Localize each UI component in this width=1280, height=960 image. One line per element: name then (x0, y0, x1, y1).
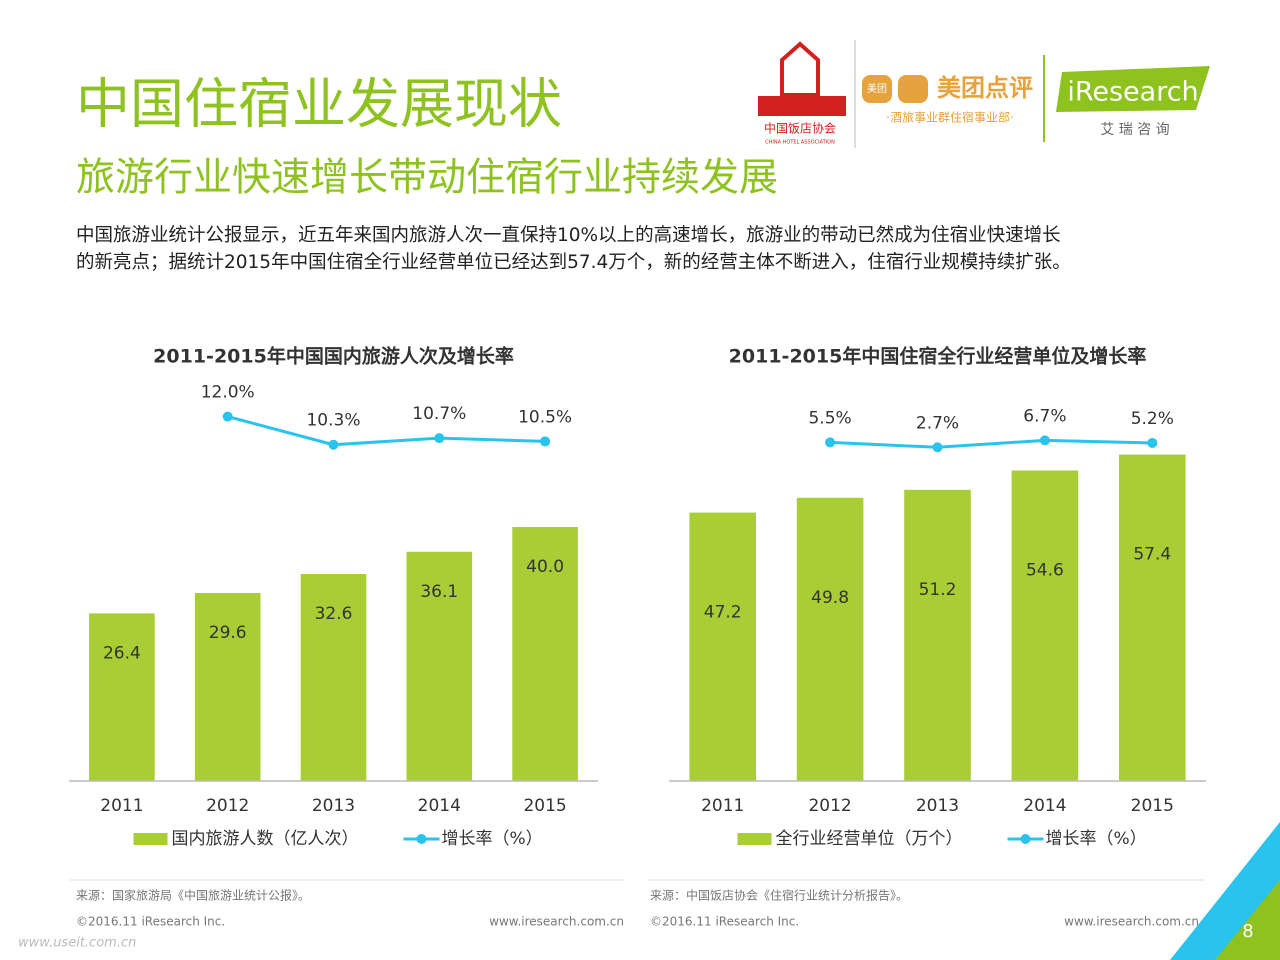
logo-icon (862, 75, 892, 103)
x-tick-label: 2011 (100, 796, 143, 816)
data-label: 6.7% (1023, 406, 1066, 426)
x-tick-label: 2012 (808, 796, 851, 816)
logo-text: CHINA HOTEL ASSOCIATION (765, 140, 835, 146)
logo-text: 艾 瑞 咨 询 (1100, 122, 1169, 138)
x-tick-label: 2015 (523, 796, 566, 816)
copyright: ©2016.11 iResearch Inc. (650, 915, 799, 929)
logo-text: 美团 (867, 82, 887, 95)
data-label: 29.6 (209, 623, 247, 643)
data-label: 54.6 (1026, 561, 1064, 581)
logo-text: ·酒旅事业群住宿事业部· (886, 110, 1014, 125)
title: 中国住宿业发展现状 (76, 73, 562, 136)
x-tick-label: 2011 (701, 796, 744, 816)
x-tick-label: 2014 (1023, 796, 1066, 816)
data-label: 10.7% (412, 404, 466, 424)
data-label: 10.5% (518, 407, 572, 427)
logo-text: 中国饭店协会 (764, 121, 836, 136)
data-label: 40.0 (526, 557, 564, 577)
bar (406, 551, 473, 781)
bar (300, 573, 367, 781)
bar (1119, 454, 1186, 781)
legend-label: 国内旅游人数（亿人次） (172, 829, 359, 849)
bar (512, 527, 578, 781)
source: 来源：国家旅游局《中国旅游业统计公报》。 (76, 888, 310, 903)
legend-label: 全行业经营单位（万个） (776, 829, 963, 849)
data-label: 57.4 (1133, 545, 1171, 565)
bar (689, 512, 756, 781)
charts: 2011-2015年中国国内旅游人次及增长率 26.4 29.6 32.6 36.1 40… (69, 345, 1206, 849)
legend-swatch (133, 833, 168, 845)
data-label: 5.2% (1131, 409, 1174, 429)
chart-title: 2011-2015年中国国内旅游人次及增长率 (153, 345, 514, 368)
x-tick-label: 2013 (312, 796, 355, 816)
bar (89, 613, 155, 781)
logo-bar (758, 96, 846, 116)
logo-building (780, 41, 820, 97)
data-label: 26.4 (103, 643, 141, 663)
data-label: 2.7% (916, 413, 959, 433)
line-point (825, 437, 836, 448)
legend-label: 增长率（%） (442, 829, 543, 849)
line-point (932, 442, 943, 453)
line-point (434, 433, 445, 444)
data-label: 47.2 (704, 603, 742, 623)
logo-shape (1056, 66, 1210, 112)
page-number: 8 (1242, 921, 1253, 942)
logo-text: 美团点评 (937, 74, 1033, 102)
paragraph-line: 中国旅游业统计公报显示，近五年来国内旅游人次一直保持10%以上的高速增长，旅游业… (76, 225, 1061, 246)
legend-swatch (416, 834, 427, 844)
line-point (540, 436, 551, 447)
line-point (1147, 437, 1158, 448)
data-label: 49.8 (811, 588, 849, 608)
legend-label: 增长率（%） (1046, 829, 1147, 849)
chart-title: 2011-2015年中国住宿全行业经营单位及增长率 (729, 345, 1147, 368)
logo-icon (898, 75, 928, 103)
legend-swatch (737, 833, 772, 845)
data-label: 5.5% (808, 408, 851, 428)
x-tick-label: 2014 (418, 796, 461, 816)
paragraph-line: 的新亮点；据统计2015年中国住宿全行业经营单位已经达到57.4万个，新的经营主… (76, 252, 1071, 273)
corner-decoration (1215, 880, 1280, 960)
data-label: 10.3% (306, 411, 360, 431)
bar (904, 489, 971, 781)
bar (1011, 470, 1079, 781)
watermark: www.useit.com.cn (18, 936, 136, 951)
copyright: ©2016.11 iResearch Inc. (76, 915, 225, 929)
line-point (328, 439, 339, 450)
x-tick-label: 2013 (916, 796, 959, 816)
data-label: 12.0% (201, 383, 255, 403)
data-label: 51.2 (919, 580, 957, 600)
source: 来源：中国饭店协会《住宿行业统计分析报告》。 (650, 888, 908, 903)
bar (194, 593, 261, 781)
data-label: 36.1 (420, 582, 458, 602)
line-point (1039, 435, 1050, 446)
line (830, 438, 1153, 449)
logo-text: iResearch (1067, 77, 1198, 108)
cha-logo: 中国饭店协会 CHINA HOTEL ASSOCIATION (758, 41, 846, 146)
url: www.iresearch.com.cn (1064, 915, 1199, 929)
legend-swatch (1020, 834, 1031, 844)
line (227, 415, 546, 447)
x-tick-label: 2012 (206, 796, 249, 816)
data-label: 32.6 (315, 604, 353, 624)
meituan-logo: 美团 美团点评 ·酒旅事业群住宿事业部· (862, 74, 1033, 125)
line-point (222, 411, 233, 422)
url: www.iresearch.com.cn (489, 915, 624, 929)
bar (796, 497, 864, 781)
subtitle: 旅游行业快速增长带动住宿行业持续发展 (76, 156, 778, 201)
x-tick-label: 2015 (1131, 796, 1174, 816)
iresearch-logo: iResearch 艾 瑞 咨 询 (1056, 66, 1210, 138)
